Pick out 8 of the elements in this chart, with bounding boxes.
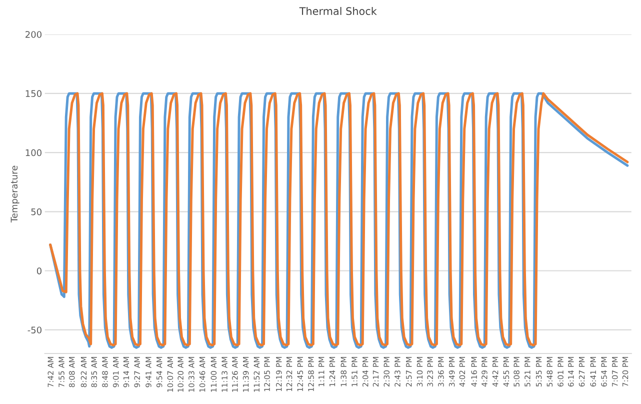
y-tick-label: 150 [26, 90, 42, 97]
chart-title: Thermal Shock [299, 6, 377, 16]
y-tick-label: 0 [36, 267, 42, 274]
y-tick-label: 100 [26, 149, 42, 156]
y-tick-label: -50 [28, 326, 42, 334]
y-axis-title: Temperature [10, 166, 20, 223]
y-tick-label: 200 [26, 31, 42, 38]
y-tick-label: 50 [31, 208, 42, 216]
